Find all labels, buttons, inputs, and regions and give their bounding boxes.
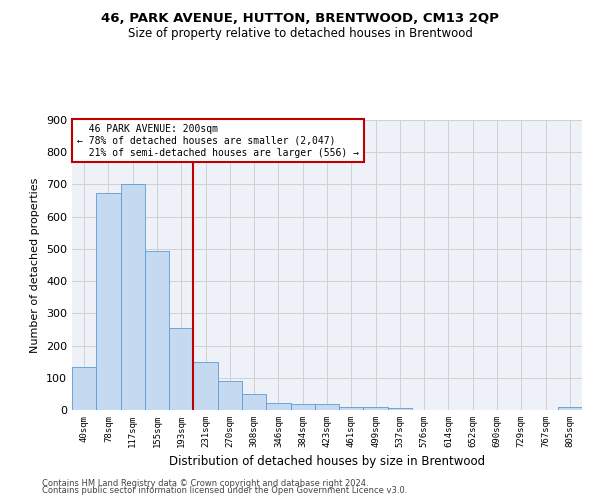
Text: Size of property relative to detached houses in Brentwood: Size of property relative to detached ho…	[128, 28, 472, 40]
Bar	[145, 251, 169, 410]
Bar	[266, 403, 290, 410]
Y-axis label: Number of detached properties: Number of detached properties	[31, 178, 40, 352]
X-axis label: Distribution of detached houses by size in Brentwood: Distribution of detached houses by size …	[169, 456, 485, 468]
Text: 46, PARK AVENUE, HUTTON, BRENTWOOD, CM13 2QP: 46, PARK AVENUE, HUTTON, BRENTWOOD, CM13…	[101, 12, 499, 26]
Bar	[364, 407, 388, 410]
Bar	[121, 184, 145, 410]
Bar	[242, 394, 266, 410]
Bar	[290, 404, 315, 410]
Bar	[72, 366, 96, 410]
Bar	[315, 404, 339, 410]
Bar	[339, 407, 364, 410]
Bar	[388, 408, 412, 410]
Text: Contains HM Land Registry data © Crown copyright and database right 2024.: Contains HM Land Registry data © Crown c…	[42, 478, 368, 488]
Bar	[218, 381, 242, 410]
Bar	[558, 408, 582, 410]
Text: Contains public sector information licensed under the Open Government Licence v3: Contains public sector information licen…	[42, 486, 407, 495]
Bar	[169, 328, 193, 410]
Bar	[96, 192, 121, 410]
Bar	[193, 362, 218, 410]
Text: 46 PARK AVENUE: 200sqm
← 78% of detached houses are smaller (2,047)
  21% of sem: 46 PARK AVENUE: 200sqm ← 78% of detached…	[77, 124, 359, 158]
